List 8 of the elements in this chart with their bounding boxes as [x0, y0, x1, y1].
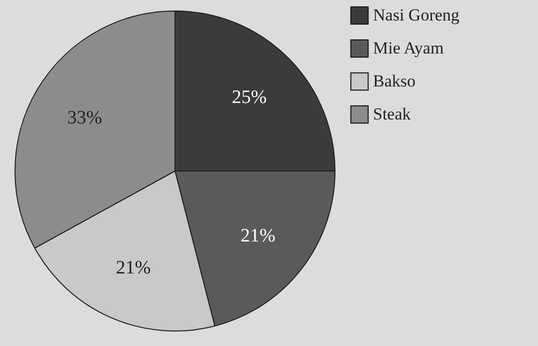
data-label: 25%: [232, 86, 267, 108]
data-label: 21%: [240, 225, 276, 246]
legend-label: Nasi Goreng: [373, 6, 460, 24]
legend-label: Mie Ayam: [373, 38, 444, 58]
legend-label: Steak: [373, 104, 412, 124]
data-label: 33%: [67, 108, 102, 129]
data-label: 21%: [116, 257, 151, 278]
legend-label: Bakso: [373, 72, 416, 90]
